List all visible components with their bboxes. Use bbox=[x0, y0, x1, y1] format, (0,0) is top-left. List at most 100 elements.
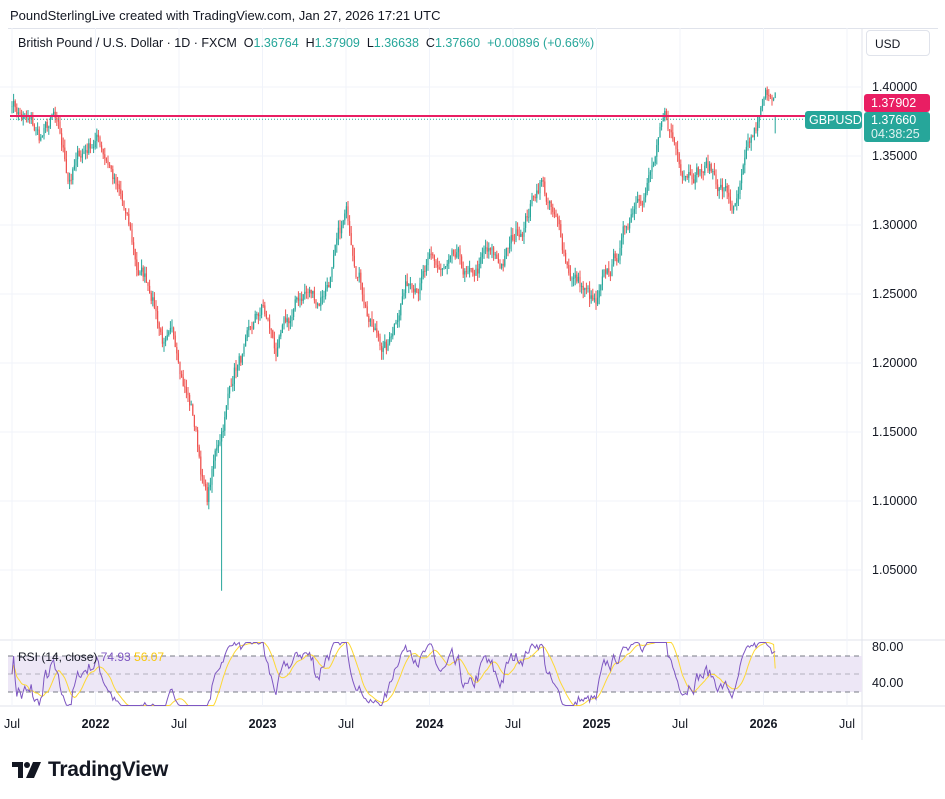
candle-body bbox=[501, 263, 503, 269]
candle bbox=[46, 118, 48, 132]
candle bbox=[169, 321, 171, 335]
candle bbox=[712, 168, 714, 180]
candle-body bbox=[337, 227, 339, 239]
candle-body bbox=[235, 367, 237, 371]
candle-body bbox=[693, 179, 695, 184]
candle-body bbox=[219, 441, 221, 445]
candle-body bbox=[552, 207, 554, 213]
candle bbox=[246, 327, 248, 342]
candle-body bbox=[414, 288, 416, 293]
candle bbox=[230, 378, 232, 387]
candle bbox=[205, 479, 207, 491]
candle-body bbox=[579, 276, 581, 288]
candle-body bbox=[597, 297, 599, 305]
candle-body bbox=[19, 112, 21, 114]
candle-body bbox=[718, 187, 720, 192]
low-value: 1.36638 bbox=[373, 36, 419, 50]
high-label: H bbox=[305, 36, 315, 50]
candle bbox=[573, 272, 575, 287]
candle bbox=[597, 290, 599, 307]
candle-body bbox=[609, 272, 611, 277]
candle bbox=[77, 145, 79, 168]
candle-body bbox=[771, 96, 773, 101]
candle bbox=[382, 340, 384, 360]
candle-body bbox=[309, 289, 311, 293]
candle bbox=[286, 314, 288, 328]
candle bbox=[464, 268, 466, 282]
candle-body bbox=[257, 313, 259, 317]
candle-body bbox=[453, 250, 455, 255]
tradingview-logo[interactable]: TradingView bbox=[12, 758, 168, 782]
candle-body bbox=[171, 327, 173, 329]
candle bbox=[133, 237, 135, 256]
candle bbox=[299, 292, 301, 308]
candle bbox=[61, 128, 63, 151]
candle-body bbox=[544, 181, 546, 194]
candle-body bbox=[272, 330, 274, 338]
candle bbox=[389, 332, 391, 346]
candle bbox=[630, 208, 632, 223]
candle bbox=[765, 87, 767, 100]
candle bbox=[17, 107, 19, 121]
candle bbox=[104, 147, 106, 165]
candle-body bbox=[435, 260, 437, 265]
candle-body bbox=[245, 337, 247, 347]
candle-body bbox=[429, 253, 431, 258]
candle-body bbox=[251, 326, 253, 329]
candle bbox=[515, 221, 517, 243]
candle bbox=[595, 290, 597, 310]
candle bbox=[733, 205, 735, 214]
candle-body bbox=[710, 164, 712, 172]
y-tick-label: 1.35000 bbox=[872, 149, 917, 163]
candle bbox=[363, 287, 365, 309]
candle bbox=[472, 267, 474, 277]
candle-body bbox=[342, 220, 344, 226]
candle-body bbox=[561, 237, 563, 251]
candle bbox=[753, 127, 755, 141]
candle bbox=[461, 254, 463, 269]
candle bbox=[253, 321, 255, 330]
candle bbox=[638, 194, 640, 208]
candle bbox=[414, 283, 416, 295]
candle-body bbox=[737, 193, 739, 199]
candle bbox=[120, 180, 122, 200]
candle bbox=[686, 174, 688, 180]
candle bbox=[555, 209, 557, 218]
candle-body bbox=[313, 290, 315, 301]
candle-body bbox=[75, 159, 77, 166]
candle-body bbox=[361, 282, 363, 295]
candle-body bbox=[515, 229, 517, 241]
candle-body bbox=[640, 200, 642, 204]
candle-body bbox=[702, 171, 704, 173]
candle bbox=[717, 179, 719, 197]
candle-body bbox=[57, 119, 59, 122]
candle-body bbox=[619, 247, 621, 261]
candle-body bbox=[259, 314, 261, 317]
candle-body bbox=[206, 487, 208, 502]
candle-body bbox=[166, 335, 168, 340]
candle-body bbox=[174, 335, 176, 348]
candle bbox=[486, 241, 488, 259]
candle-body bbox=[696, 167, 698, 175]
candle bbox=[57, 115, 59, 129]
candle-body bbox=[198, 446, 200, 457]
candle bbox=[107, 155, 109, 169]
candle-body bbox=[88, 143, 90, 154]
candle-body bbox=[440, 269, 442, 270]
candle-body bbox=[89, 143, 91, 149]
symbol-tag: GBPUSD bbox=[805, 111, 862, 129]
candle bbox=[678, 152, 680, 168]
candle bbox=[766, 86, 768, 101]
candle bbox=[581, 282, 583, 294]
candle-body bbox=[713, 171, 715, 175]
candle-body bbox=[129, 224, 131, 230]
candle-body bbox=[253, 322, 255, 329]
candle bbox=[449, 255, 451, 263]
candle bbox=[534, 193, 536, 202]
currency-button[interactable]: USD bbox=[866, 30, 930, 56]
candle-body bbox=[305, 291, 307, 293]
candle bbox=[310, 289, 312, 299]
candle bbox=[745, 140, 747, 160]
candle bbox=[273, 331, 275, 354]
